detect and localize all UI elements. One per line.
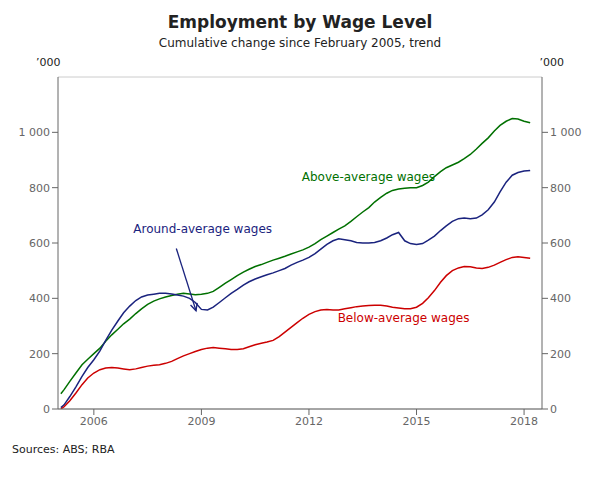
svg-text:2015: 2015 xyxy=(403,415,431,428)
svg-text:2006: 2006 xyxy=(80,415,108,428)
svg-text:1 000: 1 000 xyxy=(19,126,51,139)
svg-text:Around-average wages: Around-average wages xyxy=(133,222,272,236)
svg-text:400: 400 xyxy=(550,292,571,305)
svg-text:0: 0 xyxy=(550,403,557,416)
svg-text:800: 800 xyxy=(29,182,50,195)
svg-text:Below-average wages: Below-average wages xyxy=(338,311,470,325)
svg-text:400: 400 xyxy=(29,292,50,305)
html-text:’000: ’000 xyxy=(36,56,61,69)
svg-text:1 000: 1 000 xyxy=(550,126,582,139)
svg-text:2009: 2009 xyxy=(187,415,215,428)
svg-text:200: 200 xyxy=(550,348,571,361)
html-text:Employment by Wage Level: Employment by Wage Level xyxy=(167,12,433,32)
svg-text:200: 200 xyxy=(29,348,50,361)
html-text:Cumulative change since Februa: Cumulative change since February 2005, t… xyxy=(158,36,442,50)
svg-text:600: 600 xyxy=(550,237,571,250)
html-text:Sources: ABS; RBA: Sources: ABS; RBA xyxy=(12,443,115,456)
svg-text:600: 600 xyxy=(29,237,50,250)
svg-text:800: 800 xyxy=(550,182,571,195)
svg-text:Above-average wages: Above-average wages xyxy=(302,170,435,184)
svg-text:0: 0 xyxy=(43,403,50,416)
html-text:’000: ’000 xyxy=(539,56,564,69)
svg-text:2012: 2012 xyxy=(295,415,323,428)
svg-text:2018: 2018 xyxy=(510,415,538,428)
